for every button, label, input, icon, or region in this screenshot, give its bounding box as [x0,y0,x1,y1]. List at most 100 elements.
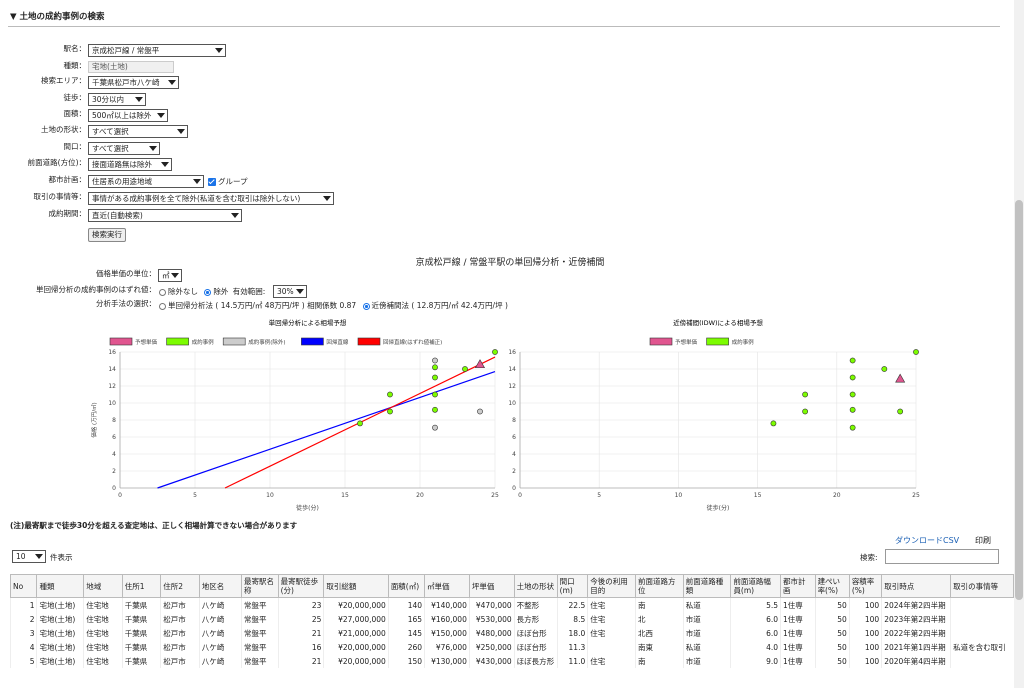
column-header[interactable]: 容積率(%) [848,574,883,598]
form-row-station: 駅名： 京成松戸線 / 常盤平 [0,43,400,57]
y-tick-label: 10 [108,400,116,407]
table-cell: 1 [9,597,37,612]
column-header[interactable]: 坪単価 [468,574,515,598]
column-header[interactable]: 建ぺい率(%) [814,574,850,598]
table-cell [950,626,1014,640]
print-link[interactable]: 印刷 [975,536,991,545]
front-road-select[interactable]: 接面道路無は除外 [88,157,172,171]
y-tick-label: 12 [108,383,116,390]
outlier-option-exclude[interactable]: 除外 [204,287,228,296]
method-option-regression[interactable]: 単回帰分析法 ( 14.5万円/㎡ 48万円/坪 ) 相関係数 0.87 [159,301,356,310]
column-header[interactable]: 都市計画 [780,574,816,598]
column-header[interactable]: ㎡単価 [424,574,470,598]
column-header[interactable]: 前面道路幅員(m) [730,574,782,598]
x-axis-label: 徒歩(分) [707,504,730,512]
legend-label: 成約事例 [732,338,755,346]
data-point [802,391,809,398]
table-cell: 50 [814,612,850,626]
legend-swatch [649,337,673,346]
chevron-down-icon [161,161,169,167]
scrollbar-thumb[interactable] [1015,200,1023,600]
legend-swatch [222,337,246,346]
table-cell: 南 [634,654,684,668]
table-cell: 宅地(土地) [36,612,84,626]
table-row[interactable]: 5 宅地(土地) 住宅地 千葉県 松戸市 八ケ崎 常盤平 21 ¥20,000,000 150 ¥1… [9,654,1014,668]
data-point [881,366,888,372]
table-cell: 常盤平 [241,654,279,668]
method-option-idw[interactable]: 近傍補間法 ( 12.8万円/㎡ 42.4万円/坪 ) [362,301,508,310]
column-header[interactable]: 取引時点 [881,574,952,598]
column-header[interactable]: 取引の事情等 [950,574,1014,598]
table-cell: 私道を含む取引 [950,640,1014,654]
table-cell: 21 [277,654,324,668]
x-tick-label: 0 [118,492,122,499]
group-checkbox[interactable]: グループ [208,176,248,187]
table-row[interactable]: 3 宅地(土地) 住宅地 千葉県 松戸市 八ケ崎 常盤平 21 ¥21,000,000 145 ¥1… [9,626,1014,640]
column-header[interactable]: 住所1 [121,574,162,598]
radio-selected-icon [204,288,212,296]
circumstances-select[interactable]: 事情がある成約事例を全て除外(私道を含む取引は除外しない) [88,191,334,205]
column-header[interactable]: 地区名 [198,574,243,598]
excluded-point [432,424,438,431]
range-label: 有効範囲: [232,287,266,296]
transactions-table: No 種類 地域 住所1 住所2 地区名 最寄駅名称 最寄駅徒歩(分) 取引総額 面積(㎡) ㎡単価… [9,574,1014,668]
walk-select[interactable]: 30分以内 [88,92,146,106]
area-select[interactable]: 千葉県松戸市八ケ崎 [88,75,179,89]
predicted-point [895,373,906,383]
legend-label: 予想単価 [675,338,698,346]
unit-select[interactable]: ㎡ [158,268,182,282]
column-header[interactable]: No [9,574,38,598]
city-plan-select[interactable]: 住居系の用途地域 [88,174,204,188]
excluded-point [432,357,438,364]
column-header[interactable]: 前面道路種類 [682,574,732,598]
section-title[interactable]: ▼ 土地の成約事例の検索 [10,12,105,22]
table-cell: 2023年第2四半期 [881,612,951,626]
table-cell: 150 [387,654,425,668]
form-row-city-plan: 都市計画： 住居系の用途地域 グループ [0,174,400,188]
column-header[interactable]: 住所2 [160,574,200,598]
form-row-size: 面積： 500㎡以上は除外 [0,108,400,122]
search-button[interactable]: 検索実行 [88,228,126,242]
data-point [492,349,498,355]
column-header[interactable]: 面積(㎡) [387,574,426,598]
table-cell: 松戸市 [160,612,200,626]
page-size-select[interactable]: 10 [12,550,46,563]
table-row[interactable]: 2 宅地(土地) 住宅地 千葉県 松戸市 八ケ崎 常盤平 25 ¥27,000,000 165 ¥1… [9,612,1014,626]
download-csv-link[interactable]: ダウンロードCSV [895,536,960,545]
outlier-option-none[interactable]: 除外なし [159,287,198,296]
data-point [432,374,438,381]
frontage-select[interactable]: すべて選択 [88,141,160,155]
size-select[interactable]: 500㎡以上は除外 [88,108,168,122]
table-cell: 常盤平 [241,597,279,612]
column-header[interactable]: 地域 [83,574,123,598]
column-header[interactable]: 種類 [36,574,85,598]
range-select[interactable]: 30% [273,285,307,298]
x-tick-label: 5 [597,492,601,499]
column-header[interactable]: 最寄駅名称 [241,574,279,598]
shape-select[interactable]: すべて選択 [88,124,188,138]
table-cell: 住宅地 [83,612,123,626]
table-cell: 千葉県 [121,654,161,668]
table-cell: 2022年第2四半期 [881,626,951,640]
station-select[interactable]: 京成松戸線 / 常盤平 [88,43,226,57]
column-header[interactable]: 前面道路方位 [634,574,684,598]
data-point [462,366,468,372]
period-select[interactable]: 直近(自動検索) [88,208,242,222]
table-row[interactable]: 4 宅地(土地) 住宅地 千葉県 松戸市 八ケ崎 常盤平 16 ¥20,000,000 260 ¥7… [9,640,1014,654]
column-header[interactable]: 土地の形状 [513,574,558,598]
table-cell: 6.0 [730,612,781,626]
table-search-input[interactable] [885,549,999,564]
table-cell: 100 [848,597,882,612]
legend-swatch [109,337,133,346]
table-cell: 宅地(土地) [36,640,84,654]
table-row[interactable]: 1 宅地(土地) 住宅地 千葉県 松戸市 八ケ崎 常盤平 23 ¥20,000,000 140 ¥1… [9,597,1014,612]
table-cell: 6.0 [730,626,781,640]
column-header[interactable]: 最寄駅徒歩(分) [277,574,325,598]
column-header[interactable]: 取引総額 [323,574,389,598]
column-header[interactable]: 間口(m) [556,574,589,598]
radio-icon [159,288,166,296]
table-cell: 22.5 [556,597,588,612]
y-tick-label: 6 [512,434,516,441]
column-header[interactable]: 今後の利用目的 [587,574,636,598]
